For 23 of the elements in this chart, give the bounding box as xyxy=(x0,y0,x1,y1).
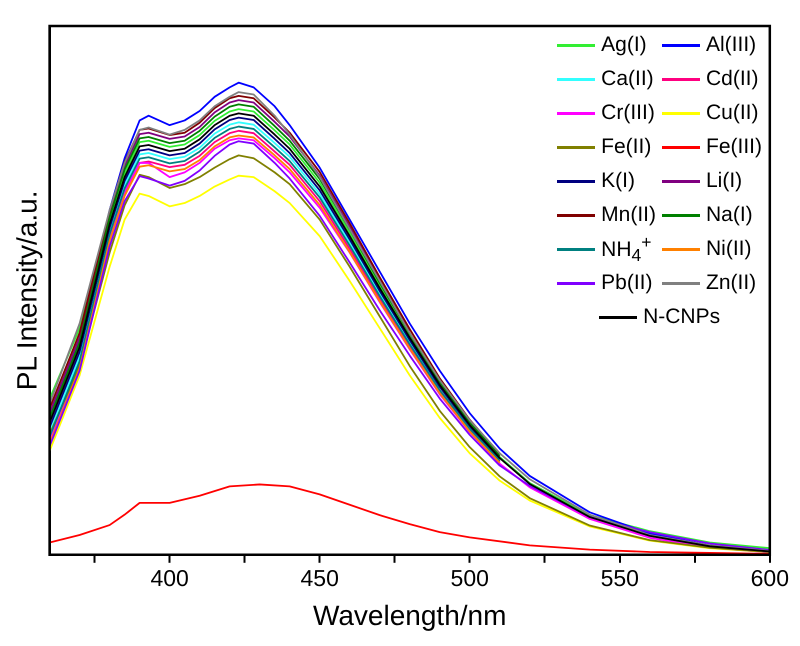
legend-label: Cd(II) xyxy=(706,67,758,91)
legend-label: Li(I) xyxy=(706,169,742,193)
x-tick-label: 450 xyxy=(300,564,339,591)
legend-label: Cr(III) xyxy=(601,101,655,125)
x-tick-label: 550 xyxy=(600,564,639,591)
legend-label: Cu(II) xyxy=(706,101,758,125)
legend-label: Mn(II) xyxy=(601,203,656,227)
legend-label: Ca(II) xyxy=(601,67,654,91)
legend-label: Ag(I) xyxy=(601,33,647,57)
legend-label: Fe(II) xyxy=(601,135,652,159)
legend-label: Na(I) xyxy=(706,203,753,227)
x-tick-label: 600 xyxy=(750,564,789,591)
y-axis-title: PL Intensity/a.u. xyxy=(12,190,43,390)
x-tick-label: 500 xyxy=(450,564,489,591)
legend-label: Al(III) xyxy=(706,33,756,57)
legend-label: Fe(III) xyxy=(706,135,762,159)
x-axis-title: Wavelength/nm xyxy=(312,600,506,631)
legend-label: Zn(II) xyxy=(706,271,756,295)
legend-label: N-CNPs xyxy=(643,305,720,329)
x-tick-label: 400 xyxy=(150,564,189,591)
legend-label: K(I) xyxy=(601,169,635,193)
legend-label: Ni(II) xyxy=(706,237,752,261)
legend-label: Pb(II) xyxy=(601,271,653,295)
